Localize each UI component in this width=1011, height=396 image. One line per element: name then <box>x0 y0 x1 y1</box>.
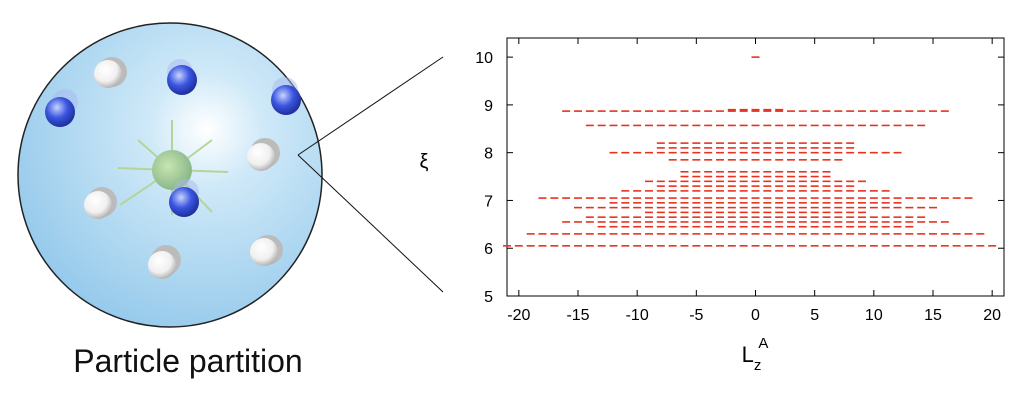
particles <box>45 57 301 279</box>
y-tick-label: 5 <box>484 289 493 306</box>
y-axis-label: ξ <box>420 151 429 173</box>
y-tick-label: 6 <box>484 241 493 258</box>
plot-frame <box>506 37 1005 297</box>
illustration-caption: Particle partition <box>73 343 302 379</box>
x-tick-label: 10 <box>865 307 883 324</box>
x-tick-label: 15 <box>924 307 942 324</box>
x-tick-label: -15 <box>566 307 589 324</box>
x-tick-label: 5 <box>810 307 819 324</box>
y-tick-label: 7 <box>484 193 493 210</box>
x-tick-label: 0 <box>751 307 760 324</box>
x-axis-label-main: L <box>742 342 754 367</box>
zoom-line <box>297 56 444 156</box>
illustration: Particle partition <box>17 22 444 379</box>
y-tick-label: 10 <box>475 50 493 67</box>
zoom-line <box>297 154 444 293</box>
x-tick-label: -5 <box>689 307 703 324</box>
x-axis-label: LzA <box>742 335 769 374</box>
chart: ξ LzA -20 -15 -10 -5 0 5 10 15 20 5 6 7 8 9 10 <box>420 37 1005 374</box>
x-tick-label: -10 <box>626 307 649 324</box>
x-axis-label-sub: z <box>754 357 762 374</box>
x-axis-label-sup: A <box>758 335 768 352</box>
y-tick-label: 9 <box>484 98 493 115</box>
x-tick-label: -20 <box>507 307 530 324</box>
x-tick-label: 20 <box>983 307 1001 324</box>
y-tick-label: 8 <box>484 146 493 163</box>
